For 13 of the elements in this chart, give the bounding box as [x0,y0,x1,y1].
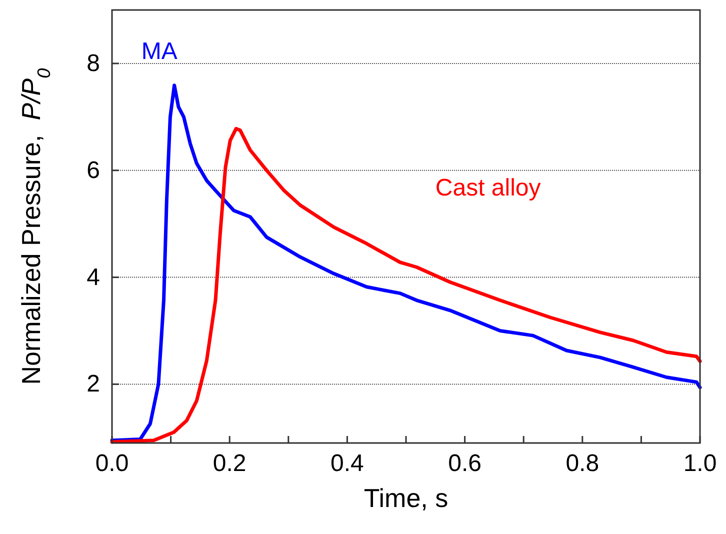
x-tick-label: 0.6 [448,450,482,477]
x-tick-label: 0.8 [566,450,600,477]
y-tick-label: 8 [86,50,100,77]
x-tick-label: 1.0 [683,450,717,477]
text: Cast alloy [435,174,541,202]
x-tick-label: 0.4 [330,450,364,477]
y-tick-label: 4 [86,264,100,291]
series-label: MA [141,38,178,66]
y-tick-label: 2 [86,370,100,398]
x-tick-label: 0.2 [212,450,246,477]
x-tick-label: 0.0 [95,450,129,477]
x-axis-title: Time, s [364,483,448,513]
y-tick-label: 6 [86,156,100,184]
